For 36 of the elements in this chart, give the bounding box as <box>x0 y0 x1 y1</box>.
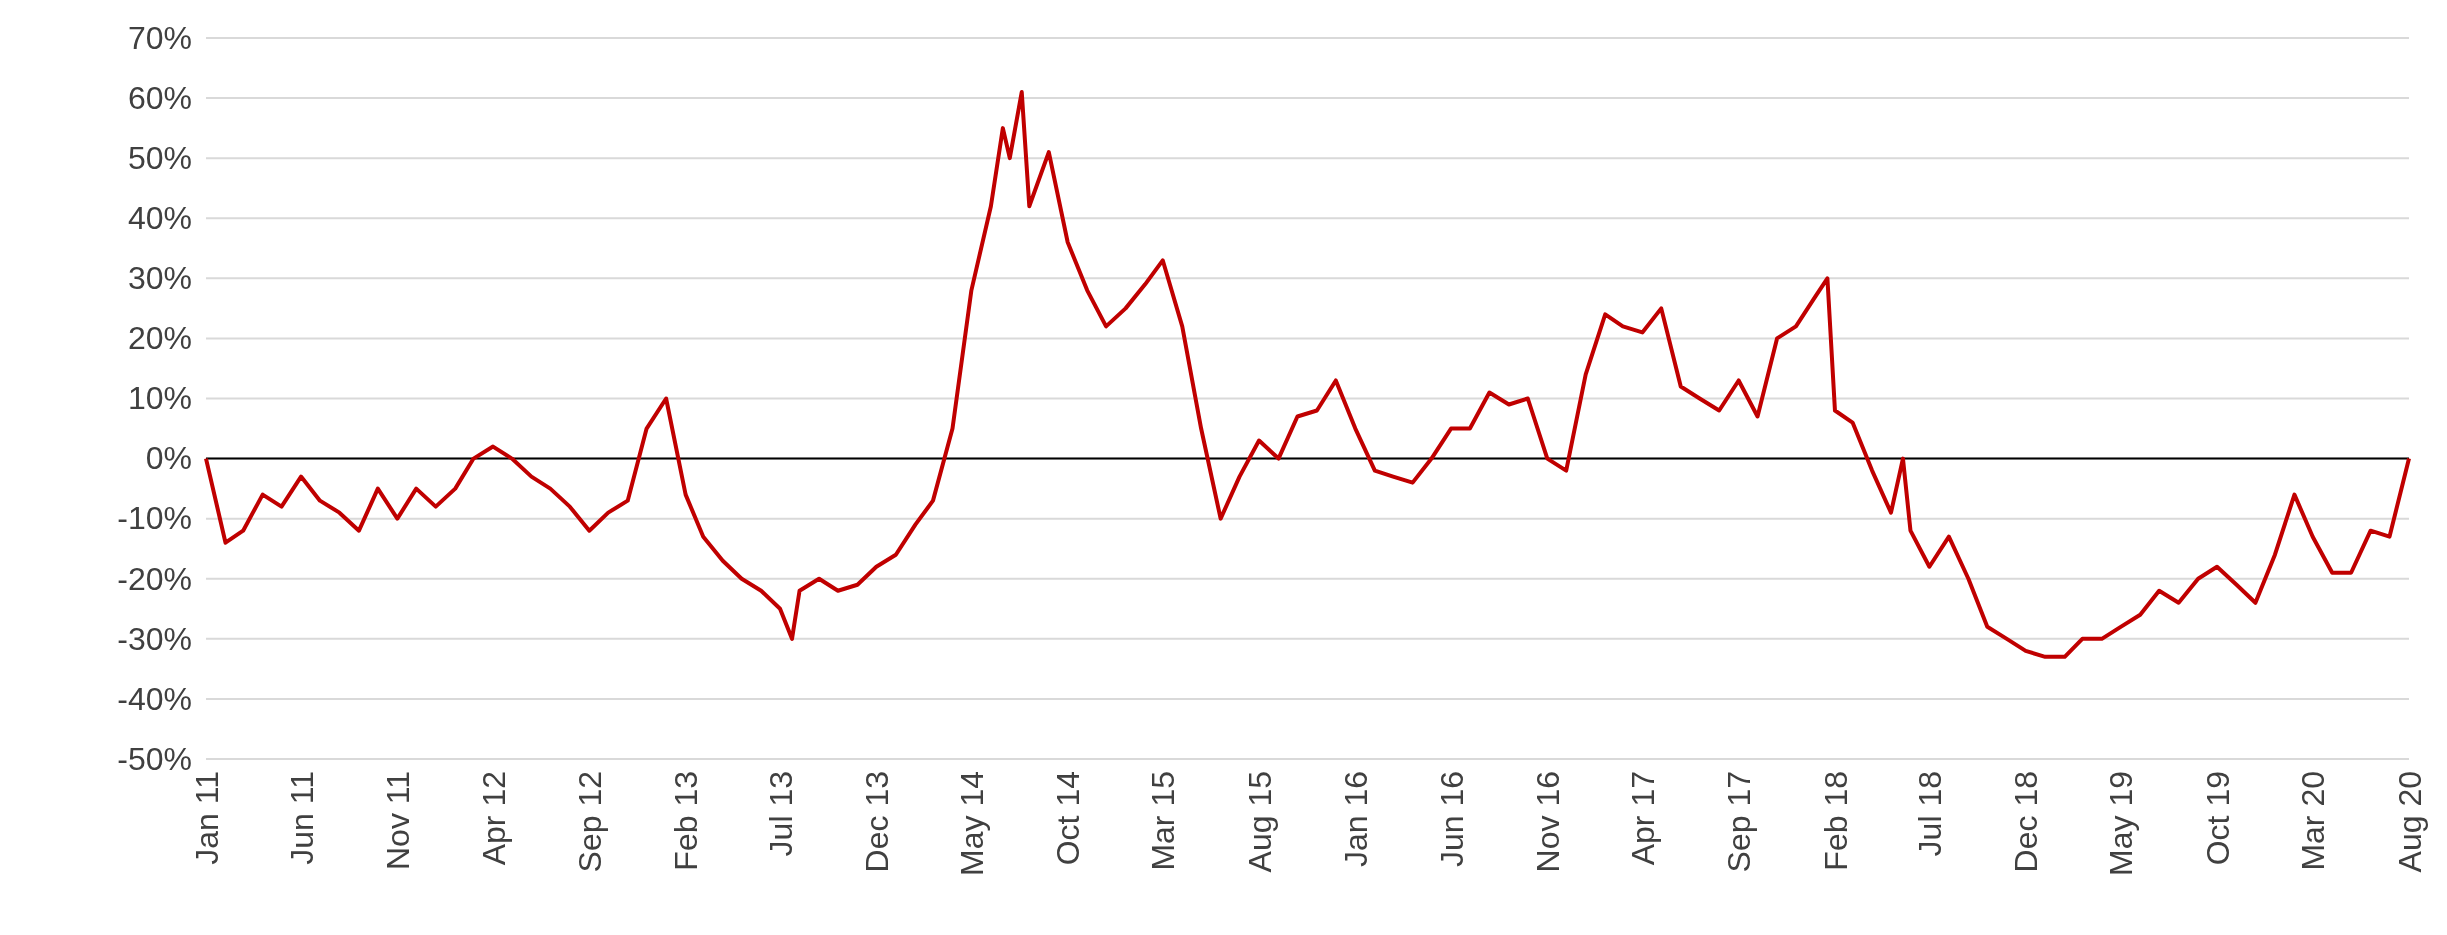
y-tick-label: -30% <box>117 620 192 657</box>
y-tick-label: 70% <box>127 19 192 56</box>
x-tick-label: Aug 20 <box>2391 771 2428 873</box>
y-tick-label: -20% <box>117 560 192 597</box>
x-tick-label: Apr 17 <box>1625 771 1662 866</box>
x-tick-label: Jun 16 <box>1433 771 1470 868</box>
x-tick-label: Mar 15 <box>1145 771 1182 871</box>
x-tick-label: Oct 19 <box>2199 771 2236 866</box>
x-tick-label: Oct 14 <box>1050 771 1087 866</box>
y-tick-label: 10% <box>127 380 192 417</box>
y-tick-label: 0% <box>145 440 192 477</box>
x-tick-label: Apr 12 <box>475 771 512 866</box>
x-tick-label: Jul 18 <box>1912 771 1949 857</box>
y-tick-label: -40% <box>117 680 192 717</box>
y-tick-label: 60% <box>127 79 192 116</box>
x-tick-label: Feb 13 <box>668 771 705 871</box>
x-tick-label: Nov 11 <box>380 771 417 871</box>
x-tick-label: May 19 <box>2103 771 2140 876</box>
x-tick-label: Dec 18 <box>2008 771 2045 873</box>
y-tick-label: 40% <box>127 199 192 236</box>
x-tick-label: Jan 16 <box>1338 771 1375 868</box>
y-tick-label: 30% <box>127 260 192 297</box>
x-tick-label: Sep 17 <box>1721 771 1758 873</box>
y-tick-label: 50% <box>127 139 192 176</box>
y-tick-label: -10% <box>117 500 192 537</box>
x-tick-label: Mar 20 <box>2295 771 2332 871</box>
x-tick-label: Jul 13 <box>762 771 799 857</box>
x-tick-label: Feb 18 <box>1817 771 1854 871</box>
x-tick-label: Sep 12 <box>572 771 609 873</box>
x-tick-label: Jun 11 <box>283 771 320 865</box>
y-tick-label: 20% <box>127 320 192 357</box>
line-series <box>204 90 2411 659</box>
x-tick-label: Nov 16 <box>1530 771 1567 873</box>
x-tick-label: Dec 13 <box>859 771 896 873</box>
x-tick-label: Aug 15 <box>1241 771 1278 873</box>
x-tick-label: May 14 <box>954 771 991 876</box>
